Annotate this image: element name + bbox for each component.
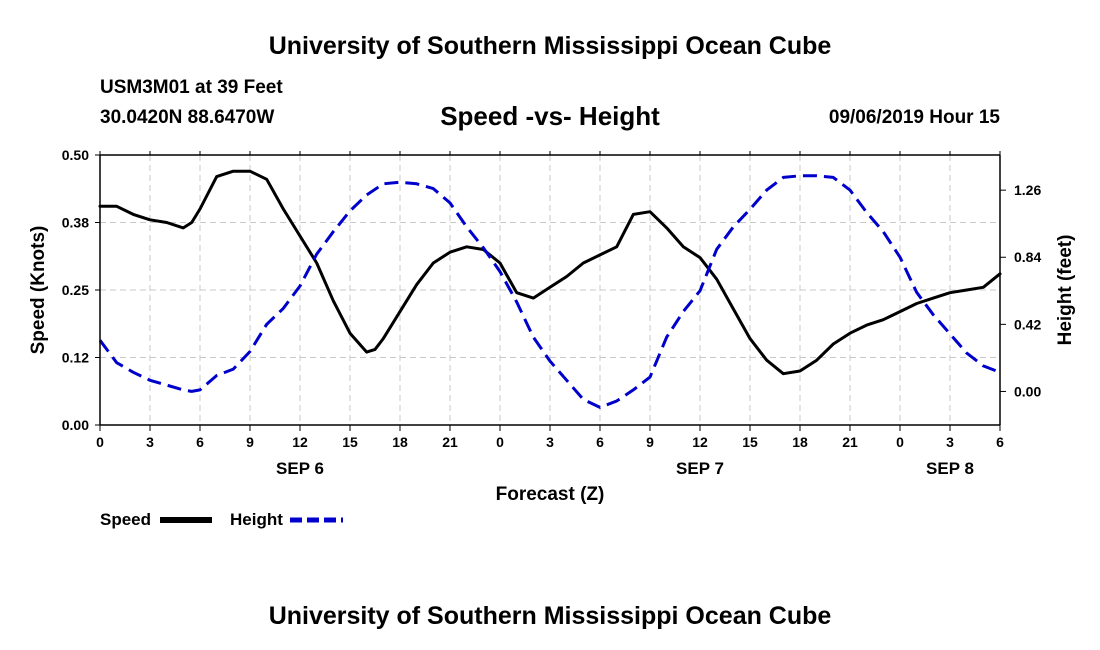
speed-series-line bbox=[98, 169, 1002, 376]
x-tick-label: 9 bbox=[646, 434, 654, 450]
x-tick-label: 12 bbox=[292, 434, 308, 450]
legend-speed-swatch bbox=[160, 517, 212, 523]
legend-height-label: Height bbox=[230, 510, 283, 529]
x-tick-label: 9 bbox=[246, 434, 254, 450]
y-right-tick-label: 0.42 bbox=[1014, 316, 1041, 332]
x-tick-label: 12 bbox=[692, 434, 708, 450]
y-right-tick-label: 0.00 bbox=[1014, 383, 1041, 399]
forecast-datetime: 09/06/2019 Hour 15 bbox=[828, 107, 1000, 128]
coordinates-label: 30.0420N 88.6470W bbox=[100, 107, 275, 128]
x-tick-label: 15 bbox=[342, 434, 358, 450]
y-left-tick-label: 0.00 bbox=[62, 417, 89, 433]
date-label: SEP 7 bbox=[676, 459, 724, 478]
page-title: University of Southern Mississippi Ocean… bbox=[268, 32, 832, 60]
y-axis-label-left: Speed (Knots) bbox=[28, 226, 49, 355]
axes: 0 3 6 9 12 15 18 21 0 3 6 9 12 15 18 21 0 3 6 SEP 6 SEP 7 SEP… bbox=[62, 147, 1042, 478]
y-right-tick-label: 1.26 bbox=[1014, 182, 1041, 198]
x-tick-label: 3 bbox=[946, 434, 954, 450]
x-tick-label: 18 bbox=[792, 434, 808, 450]
series-layer bbox=[98, 169, 1002, 409]
y-left-tick-label: 0.25 bbox=[62, 282, 89, 298]
footer-title: University of Southern Mississippi Ocean… bbox=[268, 602, 832, 630]
chart-title: Speed -vs- Height bbox=[440, 101, 660, 131]
x-tick-label: 21 bbox=[842, 434, 858, 450]
x-tick-label: 3 bbox=[146, 434, 154, 450]
y-left-tick-label: 0.12 bbox=[62, 350, 89, 366]
legend-height-swatch bbox=[290, 517, 343, 523]
date-label: SEP 8 bbox=[926, 459, 974, 478]
x-tick-label: 6 bbox=[196, 434, 204, 450]
y-left-tick-label: 0.38 bbox=[62, 215, 89, 231]
x-tick-label: 18 bbox=[392, 434, 408, 450]
grid-lines bbox=[100, 155, 1000, 425]
height-series-line bbox=[98, 174, 1001, 409]
x-tick-label: 0 bbox=[496, 434, 504, 450]
x-axis-label: Forecast (Z) bbox=[496, 484, 605, 505]
x-tick-label: 15 bbox=[742, 434, 758, 450]
x-tick-label: 0 bbox=[96, 434, 104, 450]
y-left-tick-label: 0.50 bbox=[62, 147, 89, 163]
date-label: SEP 6 bbox=[276, 459, 324, 478]
x-tick-label: 6 bbox=[596, 434, 604, 450]
x-tick-label: 21 bbox=[442, 434, 458, 450]
y-axis-label-right: Height (feet) bbox=[1055, 235, 1076, 346]
legend-speed-label: Speed bbox=[100, 510, 152, 529]
station-label: USM3M01 at 39 Feet bbox=[100, 77, 283, 98]
y-right-tick-label: 0.84 bbox=[1014, 249, 1041, 265]
x-tick-label: 6 bbox=[996, 434, 1004, 450]
x-tick-label: 0 bbox=[896, 434, 904, 450]
x-tick-label: 3 bbox=[546, 434, 554, 450]
